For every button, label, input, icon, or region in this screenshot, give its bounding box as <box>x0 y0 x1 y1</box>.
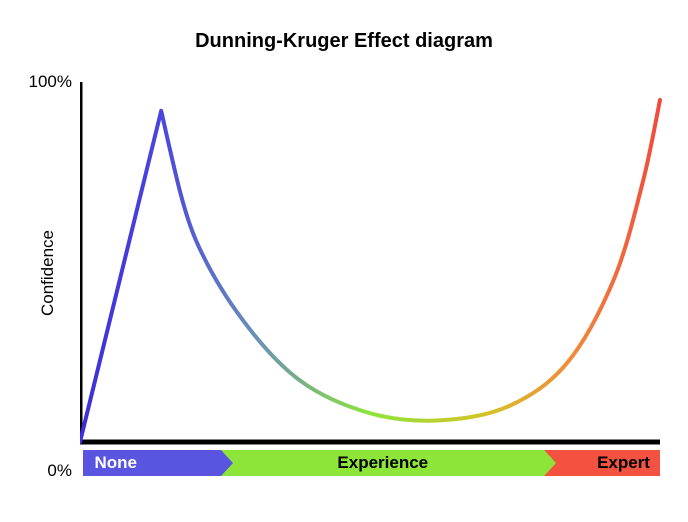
x-segment-expert: Expert <box>544 450 660 476</box>
plot-area <box>80 82 670 452</box>
chart-title: Dunning-Kruger Effect diagram <box>0 30 688 53</box>
y-tick-0: 0% <box>47 461 72 481</box>
x-axis-segments: None Experience Expert <box>83 450 661 476</box>
confidence-curve <box>80 100 660 442</box>
x-segment-experience: Experience <box>221 450 544 476</box>
y-tick-100: 100% <box>29 72 72 92</box>
x-segment-label: Experience <box>337 453 428 473</box>
y-axis-label: Confidence <box>38 230 58 316</box>
dunning-kruger-chart: { "chart": { "type": "line", "title": "D… <box>0 0 688 522</box>
x-segment-label: None <box>95 453 138 473</box>
x-segment-none: None <box>83 450 222 476</box>
x-segment-label: Expert <box>597 453 650 473</box>
